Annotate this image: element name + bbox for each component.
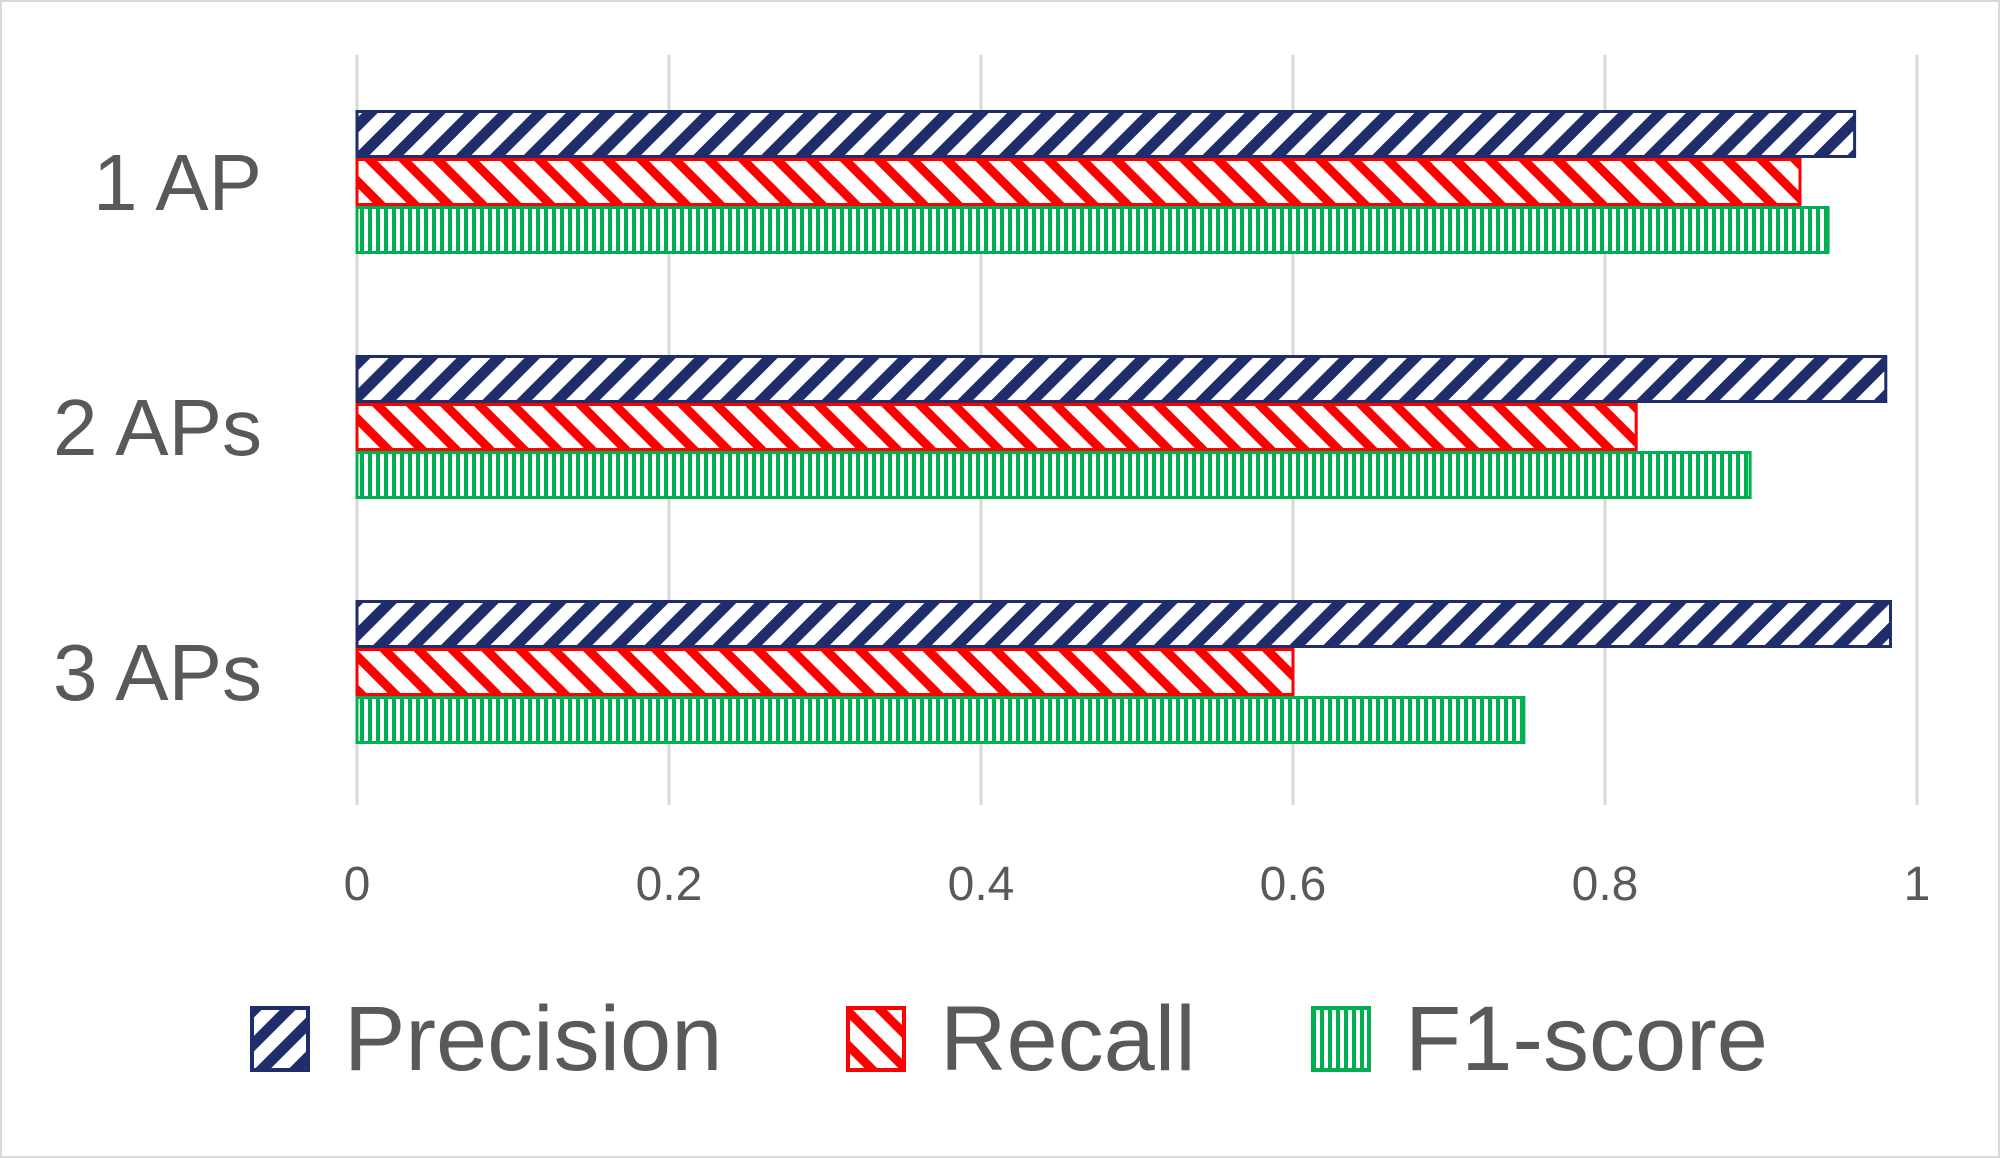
legend-swatch-f1-score bbox=[1311, 1006, 1371, 1072]
bar-precision-3 bbox=[355, 600, 1892, 648]
legend-label: Recall bbox=[940, 988, 1196, 1090]
bar-f1-score-3 bbox=[355, 696, 1526, 744]
bar-precision-2 bbox=[355, 355, 1888, 403]
bar-f1-score-2 bbox=[355, 451, 1752, 499]
bar-recall-2 bbox=[355, 403, 1638, 451]
x-tick-label: 0.6 bbox=[1260, 858, 1327, 911]
bar-recall-1 bbox=[355, 158, 1802, 206]
legend: Precision Recall F1-score bbox=[250, 988, 1768, 1090]
bar-precision-1 bbox=[355, 110, 1857, 158]
legend-swatch-recall bbox=[846, 1006, 906, 1072]
x-tick-label: 0.8 bbox=[1572, 858, 1639, 911]
bar-recall-3 bbox=[355, 648, 1295, 696]
x-tick-label: 1 bbox=[1904, 858, 1931, 911]
x-tick-label: 0.4 bbox=[948, 858, 1015, 911]
category-label: 3 APs bbox=[53, 628, 262, 717]
category-label: 1 AP bbox=[93, 138, 262, 227]
category-label: 2 APs bbox=[53, 383, 262, 472]
labels: 0 0.2 0.4 0.6 0.8 1 1 AP 2 APs 3 APs bbox=[53, 138, 1930, 911]
legend-swatch-precision bbox=[250, 1006, 310, 1072]
x-tick-label: 0.2 bbox=[636, 858, 703, 911]
bar-f1-score-1 bbox=[355, 206, 1830, 254]
bars bbox=[355, 110, 1892, 744]
legend-label: Precision bbox=[344, 988, 722, 1090]
legend-label: F1-score bbox=[1405, 988, 1768, 1090]
x-tick-label: 0 bbox=[344, 858, 371, 911]
